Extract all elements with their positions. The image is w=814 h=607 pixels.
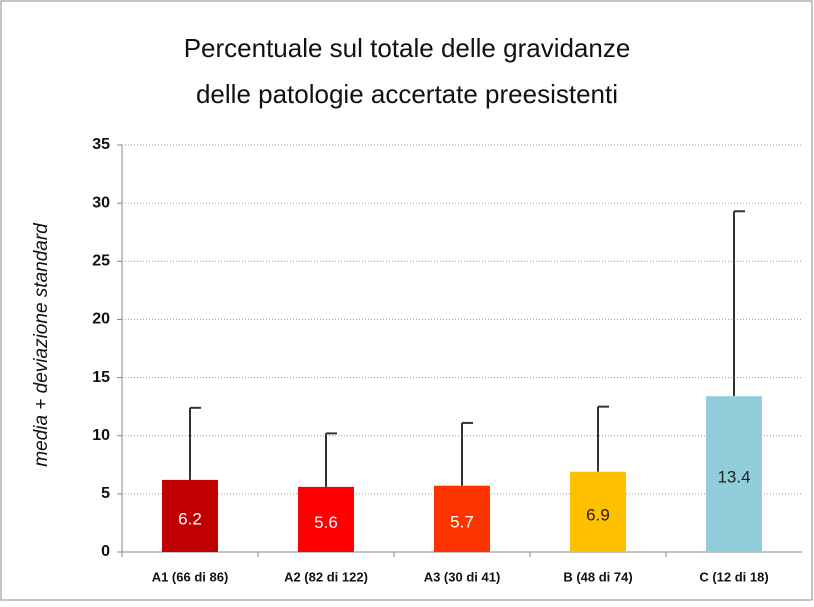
bar bbox=[298, 486, 354, 552]
y-tick-label: 20 bbox=[92, 311, 110, 328]
x-tick-label: C (12 di 18) bbox=[699, 569, 768, 584]
data-label: 13.4 bbox=[717, 468, 750, 487]
x-tick-label: A1 (66 di 86) bbox=[152, 569, 229, 584]
chart-title: delle patologie accertate preesistenti bbox=[196, 79, 618, 109]
y-tick-label: 15 bbox=[92, 369, 110, 386]
data-label: 6.2 bbox=[178, 509, 202, 528]
data-label: 6.9 bbox=[586, 505, 610, 524]
y-axis-label: media + deviazione standard bbox=[31, 222, 52, 467]
data-label: 5.7 bbox=[450, 512, 474, 531]
y-tick-label: 0 bbox=[101, 543, 110, 560]
y-tick-label: 10 bbox=[92, 427, 110, 444]
x-tick-label: A2 (82 di 122) bbox=[284, 569, 368, 584]
y-tick-label: 35 bbox=[92, 136, 110, 153]
x-tick-label: A3 (30 di 41) bbox=[424, 569, 501, 584]
chart-title: Percentuale sul totale delle gravidanze bbox=[184, 33, 631, 63]
data-label: 5.6 bbox=[314, 513, 338, 532]
bar bbox=[434, 485, 490, 552]
bar bbox=[706, 396, 762, 552]
bar bbox=[570, 471, 626, 552]
bar bbox=[162, 479, 218, 552]
y-tick-label: 5 bbox=[101, 485, 110, 502]
y-tick-label: 30 bbox=[92, 194, 110, 211]
y-tick-label: 25 bbox=[92, 253, 110, 270]
x-tick-label: B (48 di 74) bbox=[563, 569, 632, 584]
